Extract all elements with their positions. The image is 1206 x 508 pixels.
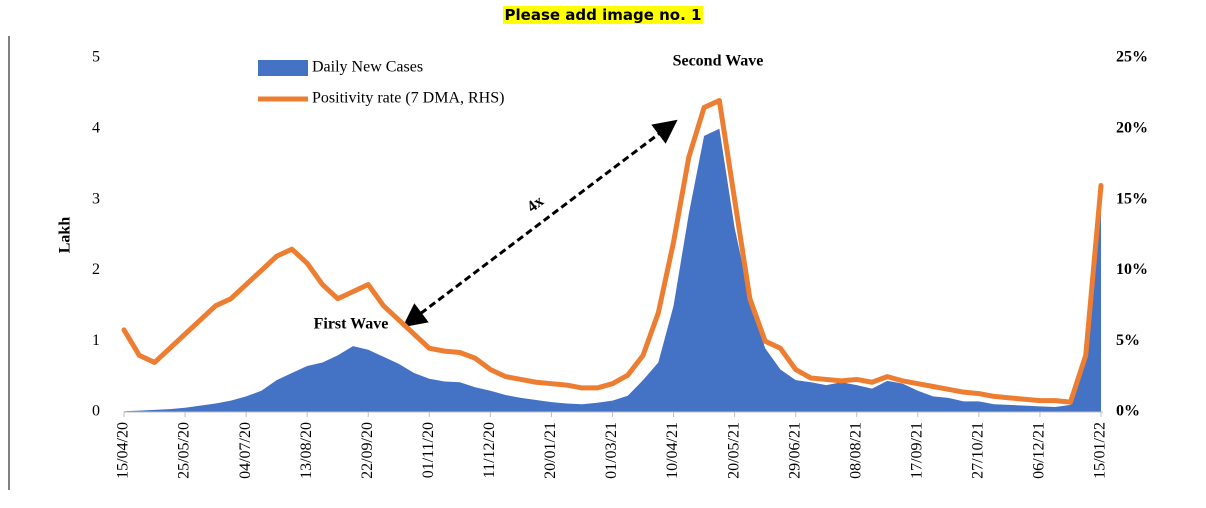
y-tick-label: 0 [92,403,100,420]
x-tick-label: 01/11/20 [420,422,437,478]
line [121,97,1104,405]
y-tick-label: 2 [92,261,100,278]
area [124,128,1101,413]
x-tick-label: 27/10/21 [970,422,987,479]
x-tick-label: 13/08/20 [298,422,315,479]
x-tick-label: 06/12/21 [1031,422,1048,479]
y2-tick-label: 20% [1116,119,1148,136]
header: Please add image no. 1 [0,6,1206,24]
y-tick-label: 3 [92,190,100,207]
y2-tick-label: 25% [1116,49,1148,66]
x-tick-label: 20/01/21 [542,422,559,479]
x-tick-label: 04/07/20 [237,422,254,479]
x-tick-label: 29/06/21 [786,422,803,479]
x-tick-label: 20/05/21 [725,422,742,479]
legend-label: Daily New Cases [312,59,423,76]
legend-swatch [258,60,308,76]
y2-tick-label: 5% [1116,332,1140,349]
annotation: 4x [524,193,547,216]
y-axis-label: Lakh [57,217,74,254]
x-tick-label: 10/04/21 [664,422,681,479]
y-tick-label: 5 [92,49,100,66]
legend-label: Positivity rate (7 DMA, RHS) [312,90,504,107]
x-tick-label: 15/01/22 [1092,422,1109,479]
annotation: Second Wave [673,53,764,70]
x-tick-label: 25/05/20 [176,422,193,479]
y2-tick-label: 15% [1116,190,1148,207]
x-tick-label: 22/09/20 [359,422,376,479]
header-title: Please add image no. 1 [502,6,704,24]
arrow [402,119,678,328]
x-tick-label: 11/12/20 [481,422,498,478]
x-tick-label: 01/03/21 [603,422,620,479]
annotation: First Wave [314,316,389,333]
y-tick-label: 4 [92,119,100,136]
y2-tick-label: 0% [1116,403,1140,420]
x-tick-label: 17/09/21 [908,422,925,479]
x-tick-label: 08/08/21 [847,422,864,479]
y-tick-label: 1 [92,332,100,349]
y2-tick-label: 10% [1116,261,1148,278]
x-tick-label: 15/04/20 [115,422,132,479]
